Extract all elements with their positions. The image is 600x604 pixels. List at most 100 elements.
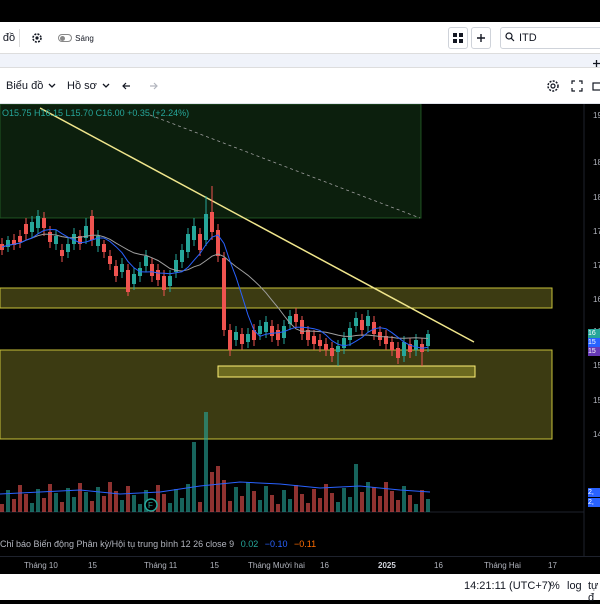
volume-bar bbox=[366, 482, 370, 512]
candle-body bbox=[90, 216, 94, 240]
volume-bar bbox=[348, 497, 352, 512]
volume-bar bbox=[126, 486, 130, 512]
price-tick-label: 18 bbox=[593, 193, 600, 202]
price-tick-label: 17 bbox=[593, 227, 600, 236]
log-toggle[interactable]: log bbox=[567, 580, 582, 592]
price-scale-label: 2, bbox=[588, 498, 600, 507]
candle-body bbox=[216, 230, 220, 256]
candle-body bbox=[408, 344, 412, 352]
volume-bar bbox=[378, 496, 382, 512]
auto-toggle[interactable]: tự đ bbox=[588, 580, 599, 604]
candle-body bbox=[246, 334, 250, 342]
volume-moving-average bbox=[0, 481, 431, 495]
candle-body bbox=[204, 214, 208, 240]
price-chart-svg[interactable]: F bbox=[0, 104, 600, 556]
candle-body bbox=[180, 250, 184, 262]
candle-body bbox=[318, 340, 322, 346]
macd-legend: Chỉ báo Biến động Phân kỳ/Hội tụ trung b… bbox=[0, 539, 316, 549]
candle-body bbox=[222, 258, 226, 330]
candle-body bbox=[36, 216, 40, 228]
volume-bar bbox=[288, 499, 292, 512]
percent-toggle[interactable]: % bbox=[550, 580, 560, 592]
volume-bar bbox=[102, 496, 106, 512]
volume-bar bbox=[396, 500, 400, 512]
chart-label[interactable]: đồ bbox=[2, 32, 16, 44]
volume-bar bbox=[234, 487, 238, 512]
volume-bar bbox=[168, 503, 172, 512]
plus-icon[interactable] bbox=[471, 27, 491, 49]
volume-bar bbox=[186, 484, 190, 512]
volume-bar bbox=[192, 442, 196, 512]
volume-bar bbox=[198, 502, 202, 512]
gear-icon[interactable] bbox=[28, 27, 46, 49]
candle-body bbox=[258, 326, 262, 334]
candle-body bbox=[102, 244, 106, 252]
candle-body bbox=[54, 236, 58, 244]
secondary-toolbar bbox=[0, 54, 600, 68]
volume-bar bbox=[18, 485, 22, 512]
candle-body bbox=[396, 348, 400, 358]
volume-bar bbox=[66, 488, 70, 512]
plus-icon[interactable] bbox=[592, 55, 600, 73]
candle-body bbox=[192, 226, 196, 240]
candle-body bbox=[96, 236, 100, 246]
downtrend-line bbox=[39, 107, 475, 343]
volume-bar bbox=[42, 498, 46, 512]
fullscreen-icon[interactable] bbox=[571, 77, 583, 95]
theme-label: Sáng bbox=[75, 33, 94, 43]
price-tick-label: 17 bbox=[593, 261, 600, 270]
candle-body bbox=[234, 332, 238, 340]
volume-bar bbox=[390, 491, 394, 512]
price-tick-label: 15 bbox=[593, 396, 600, 405]
theme-toggle[interactable]: Sáng bbox=[58, 27, 94, 49]
symbol-search[interactable]: ITD bbox=[500, 27, 600, 49]
candle-body bbox=[168, 276, 172, 286]
candle-body bbox=[312, 336, 316, 344]
volume-bar bbox=[324, 484, 328, 512]
candle-body bbox=[306, 330, 310, 340]
volume-bar bbox=[336, 502, 340, 512]
time-tick-label: Tháng 11 bbox=[144, 561, 178, 570]
time-tick-label: 15 bbox=[88, 561, 97, 570]
undo-icon[interactable] bbox=[122, 77, 134, 95]
candle-body bbox=[390, 342, 394, 350]
time-axis[interactable]: Tháng 10 15 Tháng 11 15 Tháng Mười hai 16 2025… bbox=[0, 556, 600, 574]
candle-body bbox=[6, 240, 10, 247]
volume-bar bbox=[264, 486, 268, 512]
chart-menu[interactable]: Biểu đồ bbox=[6, 77, 56, 95]
gear-icon[interactable] bbox=[546, 77, 560, 95]
volume-bar bbox=[312, 489, 316, 512]
candle-body bbox=[276, 330, 280, 340]
volume-bar bbox=[24, 494, 28, 512]
time-tick-label: 2025 bbox=[378, 561, 396, 570]
event-marker-letter: F bbox=[148, 501, 153, 510]
volume-bar bbox=[246, 482, 250, 512]
macd-value-histogram: 0.02 bbox=[240, 539, 259, 549]
candle-body bbox=[144, 256, 148, 266]
toggle-icon bbox=[58, 34, 73, 42]
clock-display[interactable]: 14:21:11 (UTC+7) bbox=[464, 580, 552, 592]
time-tick-label: Tháng Hai bbox=[484, 561, 521, 570]
volume-bar bbox=[204, 412, 208, 512]
camera-icon[interactable] bbox=[592, 77, 600, 95]
redo-icon[interactable] bbox=[146, 77, 158, 95]
volume-bar bbox=[282, 490, 286, 512]
profile-menu[interactable]: Hồ sơ bbox=[67, 77, 110, 95]
time-tick-label: 16 bbox=[434, 561, 443, 570]
candle-body bbox=[132, 274, 136, 284]
time-tick-label: Tháng Mười hai bbox=[248, 561, 305, 570]
volume-bar bbox=[276, 504, 280, 512]
volume-bar bbox=[414, 504, 418, 512]
chart-pane[interactable]: F bbox=[0, 104, 600, 556]
macd-value-line: −0.10 bbox=[264, 539, 288, 549]
candle-body bbox=[60, 250, 64, 256]
price-tick-label: 16 bbox=[593, 295, 600, 304]
price-tick-label: 19 bbox=[593, 111, 600, 120]
volume-bar bbox=[354, 464, 358, 512]
volume-bar bbox=[384, 482, 388, 512]
search-input[interactable]: ITD bbox=[519, 32, 537, 44]
volume-bar bbox=[48, 484, 52, 512]
grid-layout-icon[interactable] bbox=[448, 27, 468, 49]
volume-bar bbox=[258, 500, 262, 512]
candle-body bbox=[66, 244, 70, 252]
